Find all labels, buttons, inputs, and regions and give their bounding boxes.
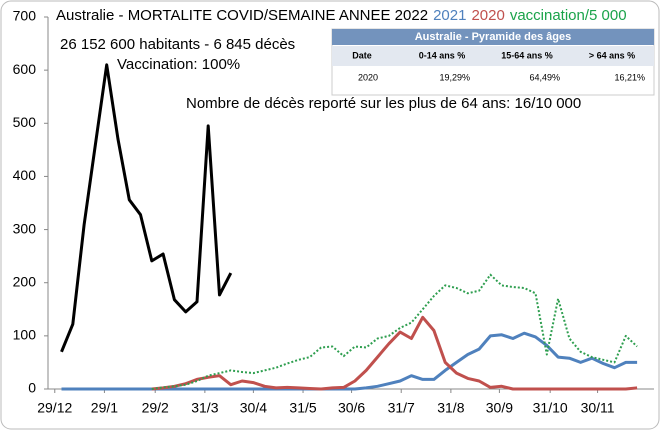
x-tick-label: 30/9 bbox=[486, 400, 513, 416]
x-tick-label: 31/10 bbox=[533, 400, 568, 416]
legend-entry: 2020 bbox=[471, 7, 504, 24]
table-title: Australie - Pyramide des âges bbox=[415, 31, 572, 43]
x-tick-label: 29/12 bbox=[37, 400, 72, 416]
table-cell: 2020 bbox=[358, 72, 378, 82]
y-tick-label: 400 bbox=[13, 167, 37, 183]
table-header: > 64 ans % bbox=[589, 50, 635, 60]
x-tick-label: 30/6 bbox=[338, 400, 365, 416]
table-cell: 64,49% bbox=[529, 72, 560, 82]
table: Australie - Pyramide des âges Date 0-14 … bbox=[331, 28, 655, 96]
table-header: 0-14 ans % bbox=[419, 50, 466, 60]
table-header: 15-64 ans % bbox=[501, 50, 553, 60]
y-tick-label: 700 bbox=[13, 8, 37, 24]
table-cell: 19,29% bbox=[439, 72, 470, 82]
series-line bbox=[60, 63, 233, 353]
legend-entry: 2021 bbox=[433, 7, 466, 24]
x-tick-label: 31/3 bbox=[191, 400, 218, 416]
table-subheader-bg bbox=[332, 46, 654, 66]
legend-entry: vaccination/5 000 bbox=[510, 7, 627, 24]
x-tick-label: 31/8 bbox=[437, 400, 464, 416]
y-tick-label: 500 bbox=[13, 114, 37, 130]
table-cell: 16,21% bbox=[614, 72, 645, 82]
x-tick-label: 30/4 bbox=[240, 400, 267, 416]
x-tick-label: 31/7 bbox=[388, 400, 415, 416]
annotation: Vaccination: 100% bbox=[117, 56, 240, 73]
title-text: Australie - MORTALITE COVID/SEMAINE ANNE… bbox=[56, 7, 428, 24]
y-tick-label: 300 bbox=[13, 220, 37, 236]
table-header-bg bbox=[332, 29, 654, 45]
annotation: 26 152 600 habitants - 6 845 décès bbox=[60, 36, 295, 53]
series-line bbox=[151, 315, 638, 391]
chart-title: Australie - MORTALITE COVID/SEMAINE ANNE… bbox=[56, 7, 627, 24]
y-tick-label: 100 bbox=[13, 327, 37, 343]
x-tick-label: 30/11 bbox=[581, 400, 615, 416]
x-tick-label: 29/2 bbox=[142, 400, 169, 416]
x-tick-label: 31/5 bbox=[289, 400, 316, 416]
x-tick-label: 29/1 bbox=[91, 400, 118, 416]
y-tick-label: 600 bbox=[13, 61, 37, 77]
y-tick-label: 200 bbox=[13, 273, 37, 289]
y-tick-label: 0 bbox=[28, 380, 36, 396]
series-line bbox=[151, 273, 638, 390]
annotation: Nombre de décès reporté sur les plus de … bbox=[186, 95, 581, 112]
table-header: Date bbox=[352, 50, 372, 60]
